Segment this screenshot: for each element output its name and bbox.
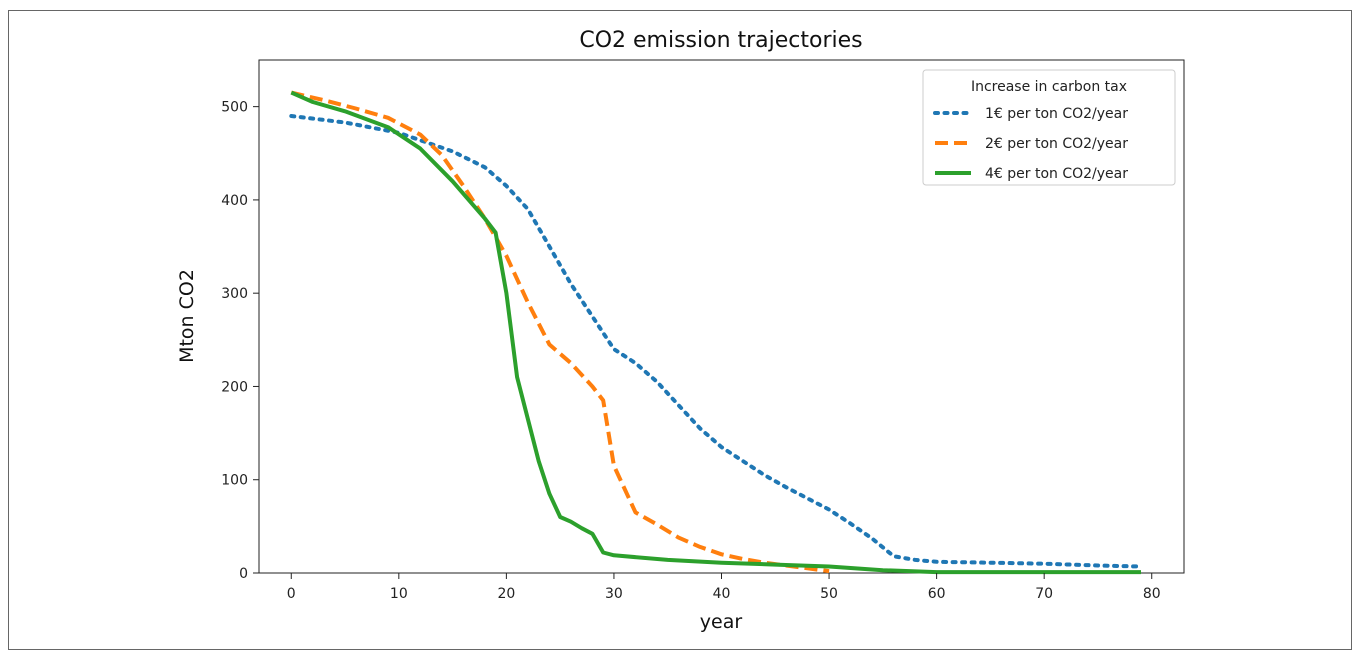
y-tick-label: 500 <box>221 100 248 116</box>
chart-title: CO2 emission trajectories <box>579 28 862 53</box>
series-line-1 <box>289 114 1143 569</box>
series-layer <box>289 90 1143 575</box>
y-tick-label: 100 <box>221 473 248 489</box>
x-tick-label: 70 <box>1035 586 1053 602</box>
y-tick-label: 0 <box>239 566 248 582</box>
legend-label-3: 4€ per ton CO2/year <box>985 166 1128 182</box>
y-axis-title: Mton CO2 <box>176 269 198 363</box>
x-axis-title: year <box>700 611 743 633</box>
x-tick-label: 10 <box>390 586 408 602</box>
x-tick-label: 60 <box>928 586 946 602</box>
legend-label-1: 1€ per ton CO2/year <box>985 106 1128 122</box>
legend-title: Increase in carbon tax <box>971 79 1127 95</box>
x-tick-label: 80 <box>1143 586 1161 602</box>
line-chart: 0 10 20 30 40 50 60 70 80 0 100 200 300 400 500 CO2 em… <box>176 28 1185 633</box>
legend-label-2: 2€ per ton CO2/year <box>985 136 1128 152</box>
legend-box <box>922 69 1176 186</box>
y-tick-label: 400 <box>221 193 248 209</box>
x-tick-label: 50 <box>820 586 838 602</box>
y-tick-label: 300 <box>221 286 248 302</box>
chart-frame: 0 10 20 30 40 50 60 70 80 0 100 200 300 400 500 CO2 em… <box>8 10 1352 650</box>
legend: Increase in carbon tax 1€ per ton CO2/ye… <box>922 69 1176 186</box>
x-tick-label: 30 <box>605 586 623 602</box>
legend-entries: 1€ per ton CO2/year 2€ per ton CO2/year 4€… <box>933 106 1128 182</box>
axis-layer: 0 10 20 30 40 50 60 70 80 0 100 200 300 400 500 <box>221 100 1160 602</box>
series-line-2 <box>290 90 830 574</box>
x-tick-label: 40 <box>713 586 731 602</box>
y-tick-label: 200 <box>221 379 248 395</box>
x-tick-label: 20 <box>497 586 515 602</box>
series-line-3 <box>290 90 1141 575</box>
x-tick-label: 0 <box>287 586 296 602</box>
